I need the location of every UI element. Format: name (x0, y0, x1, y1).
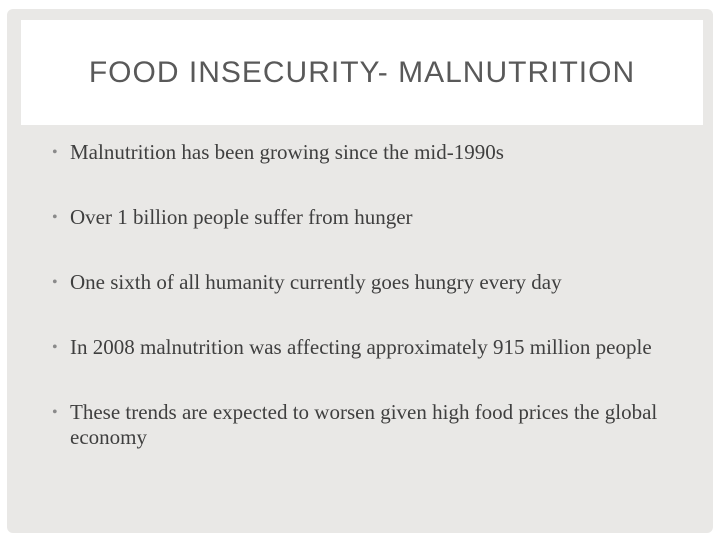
bullet-item: • These trends are expected to worsen gi… (52, 400, 692, 450)
bullet-text: One sixth of all humanity currently goes… (70, 270, 562, 294)
bullet-item: • Malnutrition has been growing since th… (52, 140, 692, 165)
bullet-dot-icon: • (52, 339, 58, 356)
bullet-dot-icon: • (52, 404, 58, 421)
bullet-item: • One sixth of all humanity currently go… (52, 270, 692, 295)
bullet-text: Over 1 billion people suffer from hunger (70, 205, 413, 229)
bullet-dot-icon: • (52, 274, 58, 291)
bullet-dot-icon: • (52, 209, 58, 226)
slide-title: FOOD INSECURITY- MALNUTRITION (88, 55, 636, 89)
bullet-text: These trends are expected to worsen give… (70, 400, 658, 449)
title-band: FOOD INSECURITY- MALNUTRITION (21, 20, 703, 125)
slide: FOOD INSECURITY- MALNUTRITION • Malnutri… (7, 9, 713, 533)
bullet-text: In 2008 malnutrition was affecting appro… (70, 335, 652, 359)
bullet-item: • Over 1 billion people suffer from hung… (52, 205, 692, 230)
bullet-item: • In 2008 malnutrition was affecting app… (52, 335, 692, 360)
bullet-text: Malnutrition has been growing since the … (70, 140, 504, 164)
bullet-list: • Malnutrition has been growing since th… (52, 140, 692, 490)
bullet-dot-icon: • (52, 144, 58, 161)
